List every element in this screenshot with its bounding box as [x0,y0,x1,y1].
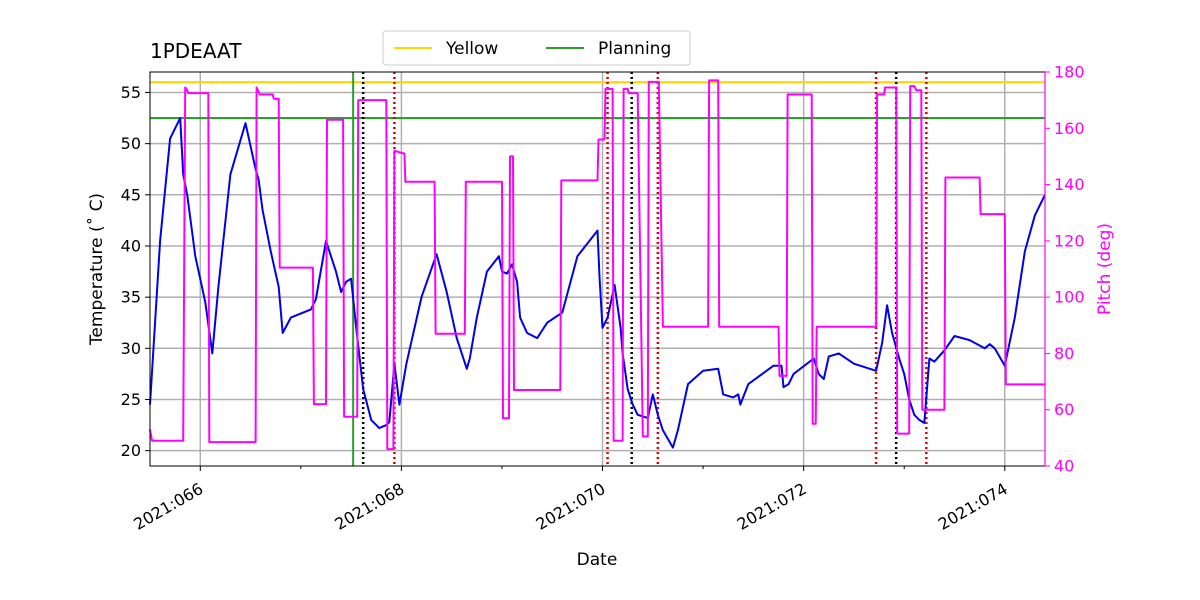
y2-tick-label: 100 [1054,288,1085,307]
legend-label-planning: Planning [598,39,671,59]
y-tick-label: 35 [121,288,141,307]
x-tick-label: 2021:072 [734,479,810,534]
x-tick-label: 2021:068 [332,479,408,534]
x-tick-label: 2021:074 [935,479,1011,534]
y-tick-label: 45 [121,185,141,204]
y-tick-label: 40 [121,236,141,255]
x-tick-label: 2021:070 [533,479,609,534]
x-axis-label: Date [577,550,618,570]
series-lines [149,79,1046,451]
y-tick-label: 55 [121,83,141,102]
chart-title: 1PDEAAT [150,39,242,63]
y-tick-label: 30 [121,339,141,358]
legend-box [382,30,691,66]
x-tick-label: 2021:066 [130,479,206,534]
y-tick-label: 50 [121,134,141,153]
pitch-series-line [149,79,1045,451]
y-tick-label: 25 [121,390,141,409]
y2-tick-label: 60 [1054,400,1074,419]
temperature-series-line [149,117,1046,449]
y-tick-label: 20 [121,441,141,460]
legend: Yellow Planning [382,30,691,66]
y2-tick-label: 180 [1054,63,1085,82]
y2-tick-label: 140 [1054,175,1085,194]
y2-tick-label: 40 [1054,457,1074,476]
y-axis-label: Temperature (˚ C) [86,193,107,346]
y2-axis-label: Pitch (deg) [1095,223,1115,315]
y2-tick-label: 120 [1054,231,1085,250]
y2-tick-label: 160 [1054,119,1085,138]
legend-label-yellow: Yellow [445,39,498,59]
y2-tick-label: 80 [1054,344,1074,363]
